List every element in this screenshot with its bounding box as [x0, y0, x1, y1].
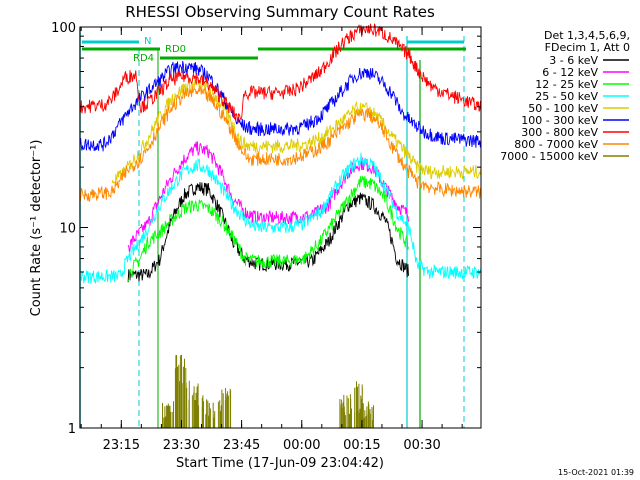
legend-entry-label: 6 - 12 keV — [542, 66, 598, 79]
x-tick-label: 00:15 — [343, 438, 380, 453]
legend-entry-label: 50 - 100 keV — [528, 102, 598, 115]
x-tick-label: 00:00 — [283, 438, 320, 453]
series-line — [127, 141, 409, 253]
y-tick-label: 1 — [68, 422, 76, 437]
legend-entry-label: 3 - 6 keV — [549, 54, 598, 67]
x-tick-label: 23:30 — [163, 438, 200, 453]
x-axis-label: Start Time (17-Jun-09 23:04:42) — [176, 456, 384, 471]
legend-entry-label: 100 - 300 keV — [521, 114, 598, 127]
series-line — [79, 152, 482, 284]
annotation-label-rd0: RD0 — [165, 44, 186, 55]
legend-entry-label: 12 - 25 keV — [535, 78, 598, 91]
series-layer — [79, 23, 482, 428]
x-tick-label: 23:15 — [103, 438, 140, 453]
annotation-label-n: N — [144, 36, 151, 47]
legend-entry-label: 25 - 50 keV — [535, 90, 598, 103]
series-line — [79, 23, 482, 124]
series-line — [79, 60, 482, 152]
series-line — [162, 354, 374, 428]
legend-header-2: FDecim 1, Att 0 — [545, 41, 630, 54]
annotation-label-rd4: RD4 — [133, 53, 154, 64]
legend-entry-label: 7000 - 15000 keV — [500, 150, 598, 163]
series-line — [79, 85, 482, 202]
axes-layer: 23:15 23:30 23:45 00:00 00:15 00:30 1 10 100 — [51, 21, 481, 453]
x-tick-label: 23:45 — [223, 438, 260, 453]
x-tick-label: 00:30 — [403, 438, 440, 453]
legend-header-1: Det 1,3,4,5,6,9, — [544, 29, 630, 42]
legend-entry-label: 800 - 7000 keV — [514, 138, 598, 151]
footer-timestamp: 15-Oct-2021 01:39 — [558, 468, 634, 477]
y-tick-label: 10 — [59, 222, 76, 237]
y-axis-label: Count Rate (s⁻¹ detector⁻¹) — [29, 140, 44, 317]
series-line — [127, 175, 409, 282]
chart-title: RHESSI Observing Summary Count Rates — [125, 3, 435, 21]
y-tick-label: 100 — [51, 21, 76, 36]
legend-entry-label: 300 - 800 keV — [521, 126, 598, 139]
series-line — [127, 182, 409, 283]
